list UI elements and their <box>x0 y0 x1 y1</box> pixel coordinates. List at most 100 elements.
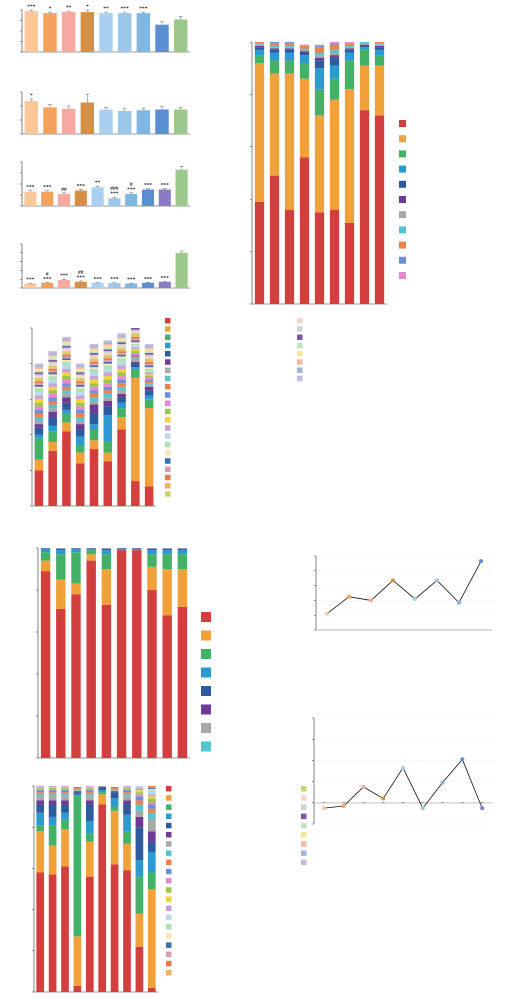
legend-swatch <box>301 832 307 838</box>
stack-segment <box>144 352 154 355</box>
stack-segment <box>48 789 57 791</box>
stack-segment <box>62 336 71 339</box>
legend-swatch <box>165 367 171 373</box>
legend-swatch <box>166 813 172 820</box>
stack-segment <box>123 786 131 788</box>
stack-segment <box>117 344 126 346</box>
bar <box>74 190 87 206</box>
stack-segment <box>62 368 71 373</box>
stack-segment <box>62 345 71 348</box>
stack-segment <box>75 386 85 389</box>
stack-segment <box>48 363 57 366</box>
data-point <box>321 806 326 811</box>
stack-segment <box>117 333 126 336</box>
stack-segment <box>314 68 325 90</box>
stack-segment <box>103 344 113 346</box>
legend-swatch <box>165 392 171 398</box>
legend-swatch <box>399 226 406 234</box>
stack-segment <box>374 49 385 56</box>
stack-segment <box>48 450 57 506</box>
stack-segment <box>144 379 154 382</box>
bar <box>41 282 54 288</box>
stack-segment <box>75 363 85 366</box>
stack-segment <box>34 376 44 378</box>
stack-segment <box>147 550 157 555</box>
stack-segment <box>85 787 94 789</box>
series-line <box>326 560 482 615</box>
stack-segment <box>299 52 310 56</box>
stack-segment <box>61 787 69 789</box>
stack-segment <box>34 388 44 393</box>
stack-segment <box>62 413 71 423</box>
panel-d: ***#******##*** *** *** *** *** *** <box>20 243 190 289</box>
bar <box>57 280 71 288</box>
stack-segment <box>61 796 69 801</box>
panel-a: *** * ** * ** *** *** <box>20 4 190 53</box>
bar <box>125 283 138 288</box>
bar <box>43 107 57 134</box>
stack-segment <box>85 789 94 791</box>
stack-segment <box>144 365 154 368</box>
bar <box>24 191 37 206</box>
bar <box>99 13 113 52</box>
stack-segment <box>34 470 44 506</box>
stack-segment <box>135 816 144 828</box>
stack-segment <box>48 390 57 394</box>
stack-segment <box>62 422 71 432</box>
stack-segment <box>36 786 45 788</box>
bar <box>80 12 95 53</box>
stack-segment <box>75 384 85 387</box>
legend-swatch <box>297 334 303 340</box>
legend-swatch <box>166 841 172 847</box>
stack-segment <box>123 790 131 793</box>
stack-segment <box>48 816 57 826</box>
legend-swatch <box>201 667 211 678</box>
legend-swatch <box>201 686 211 696</box>
stack-segment <box>284 60 295 74</box>
stack-segment <box>147 790 156 793</box>
stack-segment <box>89 429 99 441</box>
stack-segment <box>254 42 265 44</box>
legend-swatch <box>201 723 211 733</box>
legend-swatch <box>166 804 172 810</box>
stack-segment <box>284 73 295 210</box>
stack-segment <box>117 342 126 345</box>
stack-segment <box>131 344 140 346</box>
bar <box>173 19 188 52</box>
bar <box>117 110 132 134</box>
legend-swatch <box>399 150 406 158</box>
stack-segment <box>75 388 85 393</box>
stack-segment <box>117 361 126 366</box>
legend-swatch <box>301 804 307 810</box>
legend-swatch <box>166 970 172 976</box>
stack-segment <box>89 344 99 346</box>
stack-segment <box>144 349 154 352</box>
stack-segment <box>329 209 340 304</box>
data-point <box>347 594 351 599</box>
stack-segment <box>89 360 99 362</box>
legend-swatch <box>301 859 307 866</box>
legend-swatch <box>165 359 171 365</box>
stack-segment <box>110 792 119 799</box>
stack-segment <box>117 352 126 355</box>
stack-segment <box>177 554 188 569</box>
legend-swatch <box>166 896 172 902</box>
bar <box>117 13 132 52</box>
stack-segment <box>144 374 154 377</box>
stack-segment <box>75 406 85 410</box>
stack-segment <box>344 47 355 49</box>
bar <box>173 109 188 134</box>
stack-segment <box>48 874 57 992</box>
stack-segment <box>284 209 295 304</box>
legend-swatch <box>166 887 172 893</box>
legend-swatch <box>399 120 406 127</box>
bar <box>91 282 104 288</box>
stack-segment <box>135 804 144 811</box>
stack-segment <box>34 406 44 410</box>
stack-segment <box>135 790 144 793</box>
stack-segment <box>123 814 131 832</box>
stack-segment <box>48 386 57 391</box>
stack-segment <box>89 361 99 364</box>
bar <box>175 252 188 288</box>
stack-segment <box>103 415 113 442</box>
